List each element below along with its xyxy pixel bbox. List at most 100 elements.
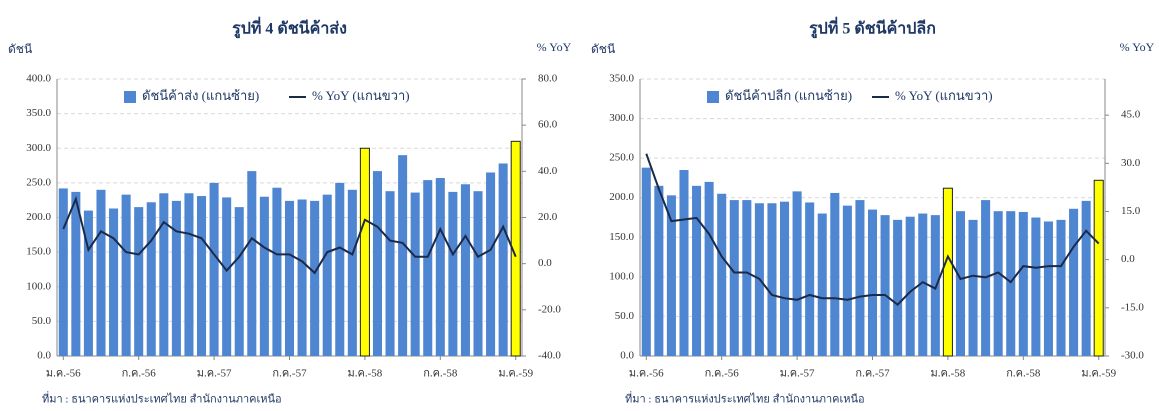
chart: รูปที่ 5 ดัชนีค้าปลีกดัชนี % YoY 0.0 50.0 10…: [591, 17, 1155, 406]
bar: [855, 200, 865, 356]
bar: [955, 211, 965, 356]
bar: [742, 200, 752, 356]
bar: [792, 191, 802, 356]
bar: [347, 189, 357, 356]
y-tick-label: 250.0: [609, 152, 634, 164]
y2-axis-label: % YoY: [537, 40, 572, 54]
bar: [335, 182, 345, 356]
source: ที่มา : ธนาคารแห่งประเทศไทย สำนักงานภาคเ…: [42, 391, 282, 406]
y2-tick-label: 20.0: [538, 211, 558, 223]
bar: [666, 195, 676, 356]
x-tick-label: ก.ค.-57: [272, 368, 307, 380]
bar: [510, 140, 521, 357]
y2-tick-label: -15.0: [1121, 301, 1144, 313]
y2-tick-label: -30.0: [1121, 350, 1144, 362]
bar: [121, 194, 131, 356]
x-tick-label: ม.ค.-57: [780, 368, 815, 380]
bar: [918, 213, 928, 356]
x-tick-label: ม.ค.-57: [197, 368, 232, 380]
bar: [679, 170, 689, 356]
bar: [817, 213, 827, 356]
y2-tick-label: -40.0: [538, 350, 561, 362]
line: [62, 195, 517, 275]
bar: [968, 219, 978, 356]
legend-label: % YoY (แกนขวา): [312, 88, 410, 103]
bar: [171, 200, 181, 356]
bar: [197, 196, 207, 356]
bar: [96, 189, 106, 356]
bar: [284, 200, 295, 356]
bar: [942, 187, 953, 357]
x-tick-label: ม.ค.-58: [931, 368, 966, 380]
bar: [398, 155, 408, 356]
x-tick-label: ม.ค.-59: [498, 368, 533, 380]
legend-swatch: [707, 91, 719, 103]
y-axis-label: ดัชนี: [8, 42, 32, 56]
bar: [322, 194, 332, 356]
bar: [930, 215, 940, 356]
bar: [1031, 217, 1041, 356]
bar: [893, 219, 903, 356]
bar: [159, 193, 169, 356]
bar: [842, 205, 852, 356]
x-tick-label: ก.ค.-58: [423, 368, 458, 380]
bar: [372, 171, 382, 356]
y-tick-label: 300.0: [26, 142, 51, 154]
bar: [71, 191, 81, 356]
y2-tick-label: 80.0: [538, 73, 558, 85]
bar: [830, 192, 840, 356]
bar: [134, 207, 144, 356]
bar: [310, 200, 320, 356]
bar: [641, 167, 651, 356]
x-tick-label: ม.ค.-56: [46, 368, 81, 380]
chart-title: รูปที่ 5 ดัชนีค้าปลีก: [809, 17, 936, 40]
y2-axis-label: % YoY: [1120, 40, 1155, 54]
y-tick-label: 100.0: [609, 270, 634, 282]
legend-label: % YoY (แกนขวา): [895, 88, 993, 103]
x-tick-label: ก.ค.-56: [705, 368, 740, 380]
bar: [423, 180, 433, 356]
bar: [247, 171, 257, 356]
bar: [704, 181, 714, 356]
x-tick-label: ก.ค.-58: [1006, 368, 1041, 380]
bar: [435, 178, 445, 356]
bar: [1018, 211, 1028, 356]
bar: [692, 185, 702, 356]
bar: [993, 211, 1003, 356]
y-tick-label: 350.0: [26, 107, 51, 119]
x-tick-label: ก.ค.-56: [122, 368, 157, 380]
chart-title: รูปที่ 4 ดัชนีค้าส่ง: [232, 17, 347, 40]
bar: [184, 193, 194, 356]
bar: [58, 188, 68, 356]
bar: [259, 196, 269, 356]
bar: [1043, 221, 1053, 356]
y-tick-label: 50.0: [32, 315, 52, 327]
x-tick-label: ก.ค.-57: [855, 368, 890, 380]
bar: [1093, 179, 1104, 357]
y2-tick-label: 0.0: [1121, 253, 1135, 265]
y-tick-label: 400.0: [26, 73, 51, 85]
bar: [1056, 219, 1066, 356]
y2-tick-label: 45.0: [1121, 109, 1141, 121]
bar: [1081, 200, 1091, 356]
y2-tick-label: -20.0: [538, 303, 561, 315]
legend-swatch: [124, 91, 136, 103]
y-tick-label: 300.0: [609, 112, 634, 124]
y-tick-label: 200.0: [26, 211, 51, 223]
y2-tick-label: 40.0: [538, 165, 558, 177]
bar: [1006, 211, 1016, 356]
source: ที่มา : ธนาคารแห่งประเทศไทย สำนักงานภาคเ…: [625, 391, 865, 406]
bar: [234, 207, 244, 356]
bar: [729, 200, 739, 356]
line: [645, 153, 1100, 306]
x-tick-label: ม.ค.-56: [629, 368, 664, 380]
bar: [222, 197, 232, 356]
bar: [805, 202, 815, 356]
y2-tick-label: 0.0: [538, 257, 552, 269]
y-axis-label: ดัชนี: [591, 42, 615, 56]
y2-tick-label: 15.0: [1121, 205, 1141, 217]
bar: [297, 199, 307, 356]
bar: [654, 185, 664, 356]
x-tick-label: ม.ค.-59: [1081, 368, 1116, 380]
